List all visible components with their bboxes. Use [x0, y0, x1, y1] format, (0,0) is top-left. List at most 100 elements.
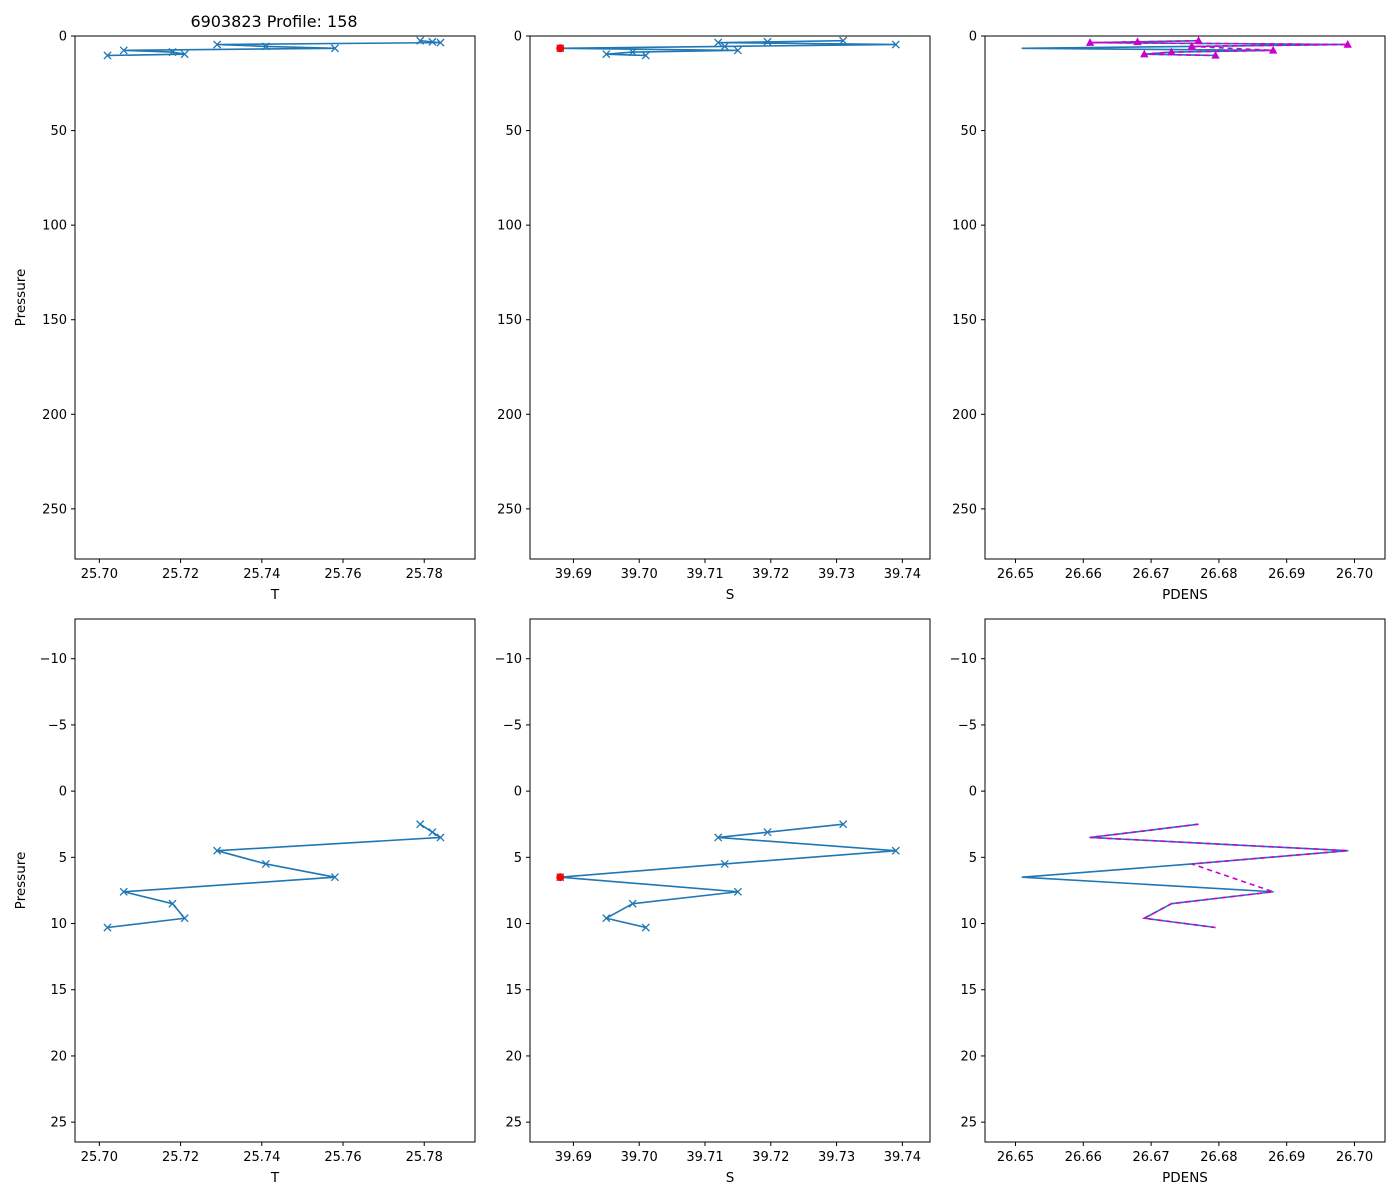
y-tick-label: 150: [952, 313, 977, 328]
x-tick-label: 26.67: [1132, 1150, 1169, 1165]
series-top-PDENS: [1021, 36, 1352, 59]
y-tick-label: 10: [50, 917, 67, 932]
series-bottom-T: [103, 820, 445, 932]
axes-frame: [984, 618, 1386, 1143]
axes-frame: [74, 35, 476, 560]
x-tick-label: 39.70: [621, 567, 658, 582]
y-tick-label: 5: [514, 851, 522, 866]
data-point-marker: [428, 828, 437, 837]
x-tick-label: 39.70: [621, 1150, 658, 1165]
axes-frame: [529, 35, 931, 560]
y-tick-label: 15: [960, 983, 977, 998]
x-axis-label: PDENS: [1162, 587, 1208, 603]
series-bottom-PDENS: [1021, 823, 1349, 929]
y-tick-label: 5: [969, 851, 977, 866]
data-point-marker: [891, 40, 900, 49]
x-tick-label: 25.78: [406, 567, 443, 582]
data-point-marker: [720, 42, 729, 51]
data-point-marker: [839, 820, 848, 829]
data-point-marker: [213, 40, 222, 49]
data-point-marker: [330, 873, 339, 882]
y-tick-label: −5: [503, 718, 522, 733]
data-point-marker: [714, 38, 723, 47]
y-tick-label: 0: [514, 30, 522, 45]
y-tick-label: 0: [59, 785, 67, 800]
density-triangle-marker: [1187, 41, 1196, 50]
data-point-marker: [180, 50, 189, 59]
y-tick-label: 150: [42, 313, 67, 328]
y-tick-label: 50: [960, 124, 977, 139]
density-triangle-marker: [1133, 37, 1142, 46]
panel-bottom-PDENS: 26.65 26.66 26.67 26.68 26.69 26.70 −10 −5 0 5 10 1…: [950, 618, 1386, 1186]
series-top-T: [103, 36, 445, 60]
data-point-marker: [416, 820, 425, 829]
x-tick-label: 26.65: [997, 567, 1034, 582]
x-tick-label: 25.74: [243, 1150, 280, 1165]
x-tick-label: 26.69: [1268, 567, 1305, 582]
x-axis-label: PDENS: [1162, 1170, 1208, 1186]
x-tick-label: 26.70: [1336, 567, 1373, 582]
y-tick-label: 200: [497, 408, 522, 423]
data-point-marker: [168, 899, 177, 908]
data-point-marker: [416, 36, 425, 45]
data-point-marker: [733, 887, 742, 896]
axes-frame: [529, 618, 931, 1143]
y-tick-label: 50: [50, 124, 67, 139]
x-tick-label: 39.72: [752, 1150, 789, 1165]
profile-line: [107, 39, 442, 57]
data-point-marker: [261, 859, 270, 869]
panel-top-PDENS: 26.65 26.66 26.67 26.68 26.69 26.70 0 50 100 150 2…: [952, 30, 1386, 603]
y-tick-label: 0: [969, 30, 977, 45]
y-axis-label: Pressure: [13, 852, 29, 910]
x-tick-label: 26.68: [1200, 567, 1237, 582]
series-top-S: [556, 36, 900, 60]
x-tick-label: 25.70: [81, 567, 118, 582]
data-point-marker: [628, 899, 637, 908]
data-point-marker: [436, 38, 445, 47]
y-tick-label: 0: [514, 785, 522, 800]
axes-frame: [74, 618, 476, 1143]
data-point-marker: [839, 36, 848, 45]
x-tick-label: 39.69: [555, 567, 592, 582]
data-point-marker: [168, 48, 177, 57]
density-triangle-marker: [1268, 45, 1278, 54]
x-tick-label: 25.76: [324, 1150, 361, 1165]
data-point-marker: [602, 50, 611, 59]
y-tick-label: 20: [50, 1049, 67, 1064]
y-tick-label: 200: [42, 408, 67, 423]
x-tick-label: 39.73: [818, 567, 855, 582]
x-tick-label: 26.66: [1065, 567, 1102, 582]
y-tick-label: 50: [505, 124, 522, 139]
data-point-marker: [733, 46, 742, 55]
x-tick-label: 39.74: [884, 567, 921, 582]
x-axis-label: S: [726, 587, 735, 603]
data-point-marker: [119, 887, 128, 896]
panel-top-S: 39.69 39.70 39.71 39.72 39.73 39.74 0 50 100 150 2…: [497, 30, 931, 603]
y-tick-label: 150: [497, 313, 522, 328]
y-tick-label: 20: [505, 1049, 522, 1064]
panel-bottom-T: 25.70 25.72 25.74 25.76 25.78 −10 −5 0 5 10 15 20 25…: [13, 618, 476, 1186]
panels-group: 25.70 25.72 25.74 25.76 25.78050100150200250…: [13, 30, 1386, 1186]
data-point-marker: [261, 42, 270, 51]
x-axis-label: S: [726, 1170, 735, 1186]
x-tick-label: 25.72: [162, 567, 199, 582]
x-tick-label: 39.69: [555, 1150, 592, 1165]
data-point-marker: [720, 859, 729, 869]
y-tick-label: 25: [960, 1116, 977, 1131]
x-tick-label: 25.74: [243, 567, 280, 582]
y-tick-label: 100: [497, 219, 522, 234]
y-axis-label: Pressure: [13, 269, 29, 327]
x-tick-label: 25.76: [324, 567, 361, 582]
series-bottom-S: [556, 820, 900, 932]
data-point-marker: [602, 914, 611, 923]
y-tick-label: −10: [40, 652, 67, 667]
y-tick-label: 100: [42, 219, 67, 234]
data-point-marker: [436, 833, 445, 842]
data-point-marker: [119, 46, 128, 55]
y-tick-label: 15: [50, 983, 67, 998]
x-tick-label: 25.70: [81, 1150, 118, 1165]
y-tick-label: 250: [42, 502, 67, 517]
y-tick-label: 5: [59, 851, 67, 866]
profile-line: [559, 39, 897, 57]
data-point-marker: [103, 923, 112, 932]
